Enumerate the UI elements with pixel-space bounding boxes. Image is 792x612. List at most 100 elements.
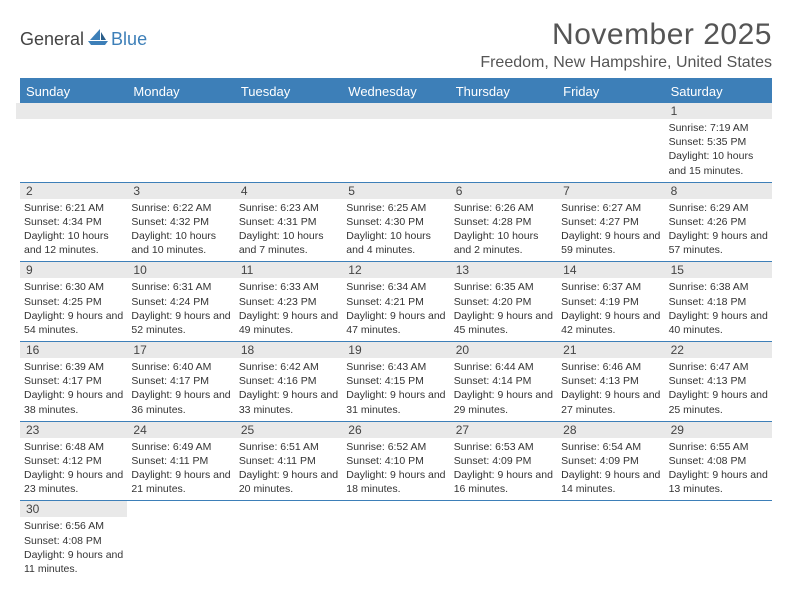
weekday-tuesday: Tuesday [235,80,342,103]
weekday-header: Sunday Monday Tuesday Wednesday Thursday… [20,80,772,103]
day-number: 6 [450,183,557,199]
day-cell: 15 Sunrise: 6:38 AMSunset: 4:18 PMDayligh… [665,262,772,341]
day-number: 9 [20,262,127,278]
daylight: Daylight: 9 hours and 23 minutes. [24,468,123,496]
day-details: Sunrise: 6:48 AMSunset: 4:12 PMDaylight:… [24,440,123,497]
day-number: 19 [342,342,449,358]
daylight: Daylight: 9 hours and 52 minutes. [131,309,230,337]
day-cell: 13 Sunrise: 6:35 AMSunset: 4:20 PMDayligh… [450,262,557,341]
day-details: Sunrise: 6:40 AMSunset: 4:17 PMDaylight:… [131,360,230,417]
day-cell: 6Sunrise: 6:26 AMSunset: 4:28 PMDaylight… [450,183,557,262]
daylight: Daylight: 9 hours and 20 minutes. [239,468,338,496]
sunrise: Sunrise: 6:51 AM [239,440,338,454]
day-number: 7 [557,183,664,199]
empty-days [20,103,665,182]
week-row: 16Sunrise: 6:39 AMSunset: 4:17 PMDayligh… [20,342,772,422]
day-cell: 24Sunrise: 6:49 AMSunset: 4:11 PMDayligh… [127,422,234,501]
sunrise: Sunrise: 6:35 AM [454,280,553,294]
sunrise: Sunrise: 6:37 AM [561,280,660,294]
day-number: 15 [665,262,772,278]
day-cell: 3Sunrise: 6:22 AMSunset: 4:32 PMDaylight… [127,183,234,262]
sunset: Sunset: 4:15 PM [346,374,445,388]
day-cell: 14Sunrise: 6:37 AMSunset: 4:19 PMDayligh… [557,262,664,341]
sunrise: Sunrise: 6:30 AM [24,280,123,294]
day-cell: 1Sunrise: 7:19 AMSunset: 5:35 PMDaylight… [665,103,772,182]
sunset: Sunset: 4:23 PM [239,295,338,309]
daylight: Daylight: 10 hours and 10 minutes. [131,229,230,257]
sunrise: Sunrise: 6:52 AM [346,440,445,454]
logo-text-blue: Blue [111,29,147,50]
sunrise: Sunrise: 6:44 AM [454,360,553,374]
sunset: Sunset: 4:26 PM [669,215,768,229]
sunrise: Sunrise: 6:23 AM [239,201,338,215]
day-details: Sunrise: 6:25 AMSunset: 4:30 PMDaylight:… [346,201,445,258]
day-number: 22 [665,342,772,358]
sunset: Sunset: 4:08 PM [24,534,123,548]
day-number: 11 [235,262,342,278]
day-number: 2 [20,183,127,199]
day-details: Sunrise: 6:38 AMSunset: 4:18 PMDaylight:… [669,280,768,337]
day-cell: 30Sunrise: 6:56 AMSunset: 4:08 PMDayligh… [20,501,127,580]
sunset: Sunset: 4:10 PM [346,454,445,468]
day-cell: 8Sunrise: 6:29 AMSunset: 4:26 PMDaylight… [665,183,772,262]
sunset: Sunset: 4:16 PM [239,374,338,388]
daylight: Daylight: 9 hours and 13 minutes. [669,468,768,496]
day-cell: 21Sunrise: 6:46 AMSunset: 4:13 PMDayligh… [557,342,664,421]
day-cell: 23Sunrise: 6:48 AMSunset: 4:12 PMDayligh… [20,422,127,501]
sunrise: Sunrise: 6:56 AM [24,519,123,533]
sunset: Sunset: 4:12 PM [24,454,123,468]
calendar: Sunday Monday Tuesday Wednesday Thursday… [20,78,772,580]
sunset: Sunset: 4:08 PM [669,454,768,468]
day-details: Sunrise: 6:37 AMSunset: 4:19 PMDaylight:… [561,280,660,337]
daylight: Daylight: 9 hours and 59 minutes. [561,229,660,257]
sunrise: Sunrise: 6:29 AM [669,201,768,215]
day-number: 28 [557,422,664,438]
empty-day [665,501,772,580]
daylight: Daylight: 10 hours and 4 minutes. [346,229,445,257]
sunrise: Sunrise: 6:43 AM [346,360,445,374]
empty-day [127,501,234,580]
day-cell: 20Sunrise: 6:44 AMSunset: 4:14 PMDayligh… [450,342,557,421]
day-cell: 29Sunrise: 6:55 AMSunset: 4:08 PMDayligh… [665,422,772,501]
day-number: 21 [557,342,664,358]
sunset: Sunset: 4:09 PM [561,454,660,468]
day-number: 20 [450,342,557,358]
sunrise: Sunrise: 6:46 AM [561,360,660,374]
sunrise: Sunrise: 6:22 AM [131,201,230,215]
sunrise: Sunrise: 6:34 AM [346,280,445,294]
daylight: Daylight: 9 hours and 54 minutes. [24,309,123,337]
day-number: 27 [450,422,557,438]
day-details: Sunrise: 6:35 AMSunset: 4:20 PMDaylight:… [454,280,553,337]
day-details: Sunrise: 6:49 AMSunset: 4:11 PMDaylight:… [131,440,230,497]
day-cell: 5Sunrise: 6:25 AMSunset: 4:30 PMDaylight… [342,183,449,262]
day-cell: 19Sunrise: 6:43 AMSunset: 4:15 PMDayligh… [342,342,449,421]
daylight: Daylight: 9 hours and 40 minutes. [669,309,768,337]
day-details: Sunrise: 6:56 AMSunset: 4:08 PMDaylight:… [24,519,123,576]
daylight: Daylight: 9 hours and 25 minutes. [669,388,768,416]
sunset: Sunset: 4:13 PM [669,374,768,388]
sunset: Sunset: 4:32 PM [131,215,230,229]
day-cell: 2 Sunrise: 6:21 AMSunset: 4:34 PMDaylight… [20,183,127,262]
week-row: 9Sunrise: 6:30 AMSunset: 4:25 PMDaylight… [20,262,772,342]
day-number: 13 [450,262,557,278]
day-number: 26 [342,422,449,438]
day-cell: 11Sunrise: 6:33 AMSunset: 4:23 PMDayligh… [235,262,342,341]
day-number: 4 [235,183,342,199]
day-cell: 22Sunrise: 6:47 AMSunset: 4:13 PMDayligh… [665,342,772,421]
sailboat-icon [87,28,109,51]
week-row: 23Sunrise: 6:48 AMSunset: 4:12 PMDayligh… [20,422,772,502]
sunrise: Sunrise: 6:49 AM [131,440,230,454]
day-details: Sunrise: 6:51 AMSunset: 4:11 PMDaylight:… [239,440,338,497]
empty-day [342,501,449,580]
day-details: Sunrise: 7:19 AMSunset: 5:35 PMDaylight:… [669,121,768,178]
sunrise: Sunrise: 6:31 AM [131,280,230,294]
day-cell: 28Sunrise: 6:54 AMSunset: 4:09 PMDayligh… [557,422,664,501]
day-cell: 16Sunrise: 6:39 AMSunset: 4:17 PMDayligh… [20,342,127,421]
day-details: Sunrise: 6:27 AMSunset: 4:27 PMDaylight:… [561,201,660,258]
weekday-sunday: Sunday [20,80,127,103]
daylight: Daylight: 9 hours and 11 minutes. [24,548,123,576]
location: Freedom, New Hampshire, United States [480,54,772,72]
day-details: Sunrise: 6:29 AMSunset: 4:26 PMDaylight:… [669,201,768,258]
sunset: Sunset: 4:25 PM [24,295,123,309]
day-details: Sunrise: 6:21 AMSunset: 4:34 PMDaylight:… [24,201,123,258]
